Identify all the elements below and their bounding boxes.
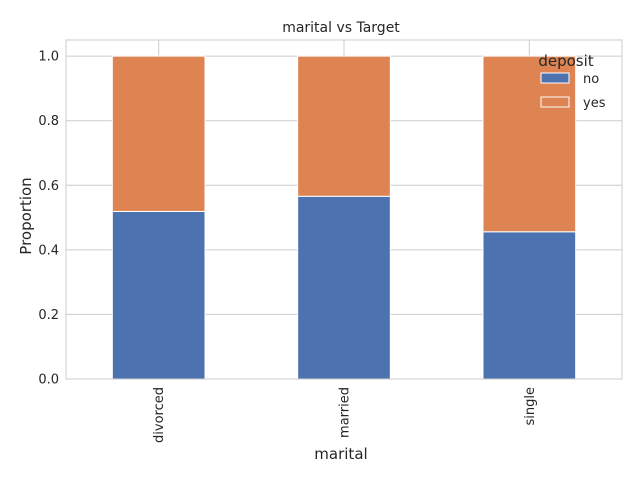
legend-swatch-no [540, 72, 570, 84]
legend-label-no: no [583, 72, 599, 87]
axes-layer [65, 39, 623, 380]
bar-yes-single [482, 55, 577, 233]
legend-label-yes: yes [583, 96, 606, 111]
x-tick-label-divorced: divorced [152, 387, 167, 443]
bar-no-divorced [111, 210, 206, 380]
y-tick-label: 0.0 [38, 373, 59, 388]
chart-title: marital vs Target [282, 20, 400, 36]
bar-yes-divorced [111, 55, 206, 212]
y-tick-label: 0.8 [38, 114, 59, 129]
legend: deposit no yes [538, 52, 605, 111]
legend-title: deposit [538, 52, 593, 70]
bar-yes-married [297, 55, 391, 197]
y-tick-label: 0.4 [38, 243, 59, 258]
x-axis-label: marital [314, 445, 367, 463]
bar-no-married [297, 195, 391, 380]
y-tick-label: 0.6 [38, 179, 59, 194]
bars-layer [111, 55, 577, 380]
y-tick-label: 0.2 [38, 308, 59, 323]
y-tick-labels: 0.0 0.2 0.4 0.6 0.8 1.0 [38, 50, 59, 388]
x-tick-label-married: married [338, 387, 353, 438]
y-axis-label: Proportion [17, 177, 35, 254]
x-tick-label-single: single [523, 387, 538, 426]
x-tick-labels: divorced married single [152, 387, 538, 443]
legend-swatch-yes [540, 96, 570, 108]
y-tick-label: 1.0 [38, 50, 59, 65]
bar-no-single [482, 231, 577, 380]
plot-frame [65, 39, 623, 380]
